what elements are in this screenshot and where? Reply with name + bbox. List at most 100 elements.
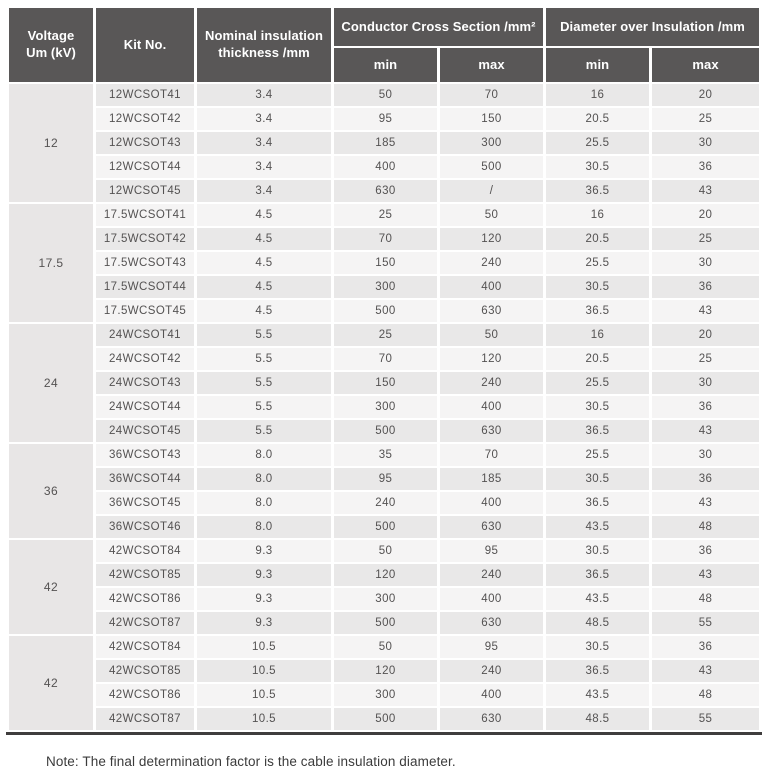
dia-min-cell: 43.5 bbox=[546, 684, 649, 706]
thickness-cell: 3.4 bbox=[197, 108, 331, 130]
kit-no-cell: 17.5WCSOT43 bbox=[96, 252, 194, 274]
table-row: 42WCSOT85 9.3 120 240 36.5 43 bbox=[9, 564, 759, 586]
thickness-cell: 3.4 bbox=[197, 132, 331, 154]
dia-max-cell: 43 bbox=[652, 420, 759, 442]
ccs-min-cell: 95 bbox=[334, 108, 437, 130]
dia-max-cell: 25 bbox=[652, 108, 759, 130]
ccs-max-cell: 630 bbox=[440, 708, 543, 730]
ccs-max-cell: 70 bbox=[440, 84, 543, 106]
dia-max-cell: 43 bbox=[652, 564, 759, 586]
thickness-cell: 8.0 bbox=[197, 468, 331, 490]
dia-max-cell: 20 bbox=[652, 324, 759, 346]
ccs-min-cell: 300 bbox=[334, 396, 437, 418]
dia-min-cell: 25.5 bbox=[546, 132, 649, 154]
ccs-min-cell: 300 bbox=[334, 276, 437, 298]
voltage-group-cell: 42 bbox=[9, 636, 93, 730]
dia-max-cell: 48 bbox=[652, 516, 759, 538]
dia-min-cell: 36.5 bbox=[546, 564, 649, 586]
dia-min-cell: 36.5 bbox=[546, 492, 649, 514]
col-header-ccs-max: max bbox=[440, 48, 543, 82]
table-row: 42WCSOT86 10.5 300 400 43.5 48 bbox=[9, 684, 759, 706]
table-row: 24WCSOT45 5.5 500 630 36.5 43 bbox=[9, 420, 759, 442]
ccs-min-cell: 300 bbox=[334, 588, 437, 610]
table-row: 42WCSOT87 10.5 500 630 48.5 55 bbox=[9, 708, 759, 730]
kit-no-cell: 17.5WCSOT44 bbox=[96, 276, 194, 298]
table-row: 36WCSOT46 8.0 500 630 43.5 48 bbox=[9, 516, 759, 538]
ccs-max-cell: 70 bbox=[440, 444, 543, 466]
kit-no-cell: 17.5WCSOT42 bbox=[96, 228, 194, 250]
table-row: 24 24WCSOT41 5.5 25 50 16 20 bbox=[9, 324, 759, 442]
thickness-cell: 9.3 bbox=[197, 588, 331, 610]
table-row: 24WCSOT42 5.5 70 120 20.5 25 bbox=[9, 348, 759, 370]
kit-no-cell: 12WCSOT41 bbox=[96, 84, 194, 106]
table-row: 24WCSOT44 5.5 300 400 30.5 36 bbox=[9, 396, 759, 418]
dia-min-cell: 36.5 bbox=[546, 660, 649, 682]
table-row: 17.5WCSOT45 4.5 500 630 36.5 43 bbox=[9, 300, 759, 322]
ccs-max-cell: 240 bbox=[440, 564, 543, 586]
table-row: 42WCSOT86 9.3 300 400 43.5 48 bbox=[9, 588, 759, 610]
ccs-max-cell: 120 bbox=[440, 228, 543, 250]
dia-min-cell: 20.5 bbox=[546, 228, 649, 250]
ccs-max-cell: 630 bbox=[440, 612, 543, 634]
ccs-max-cell: 400 bbox=[440, 684, 543, 706]
ccs-min-cell: 50 bbox=[334, 540, 437, 562]
kit-no-cell: 42WCSOT87 bbox=[96, 708, 194, 730]
dia-min-cell: 30.5 bbox=[546, 276, 649, 298]
dia-min-cell: 30.5 bbox=[546, 636, 649, 658]
kit-no-cell: 24WCSOT45 bbox=[96, 420, 194, 442]
dia-min-cell: 20.5 bbox=[546, 108, 649, 130]
table-row: 17.5WCSOT44 4.5 300 400 30.5 36 bbox=[9, 276, 759, 298]
col-header-conductor-cross-section: Conductor Cross Section /mm² bbox=[334, 8, 543, 46]
dia-min-cell: 25.5 bbox=[546, 444, 649, 466]
ccs-min-cell: 630 bbox=[334, 180, 437, 202]
kit-no-cell: 36WCSOT46 bbox=[96, 516, 194, 538]
dia-max-cell: 36 bbox=[652, 396, 759, 418]
thickness-cell: 4.5 bbox=[197, 252, 331, 274]
dia-max-cell: 55 bbox=[652, 612, 759, 634]
table-row: 24WCSOT43 5.5 150 240 25.5 30 bbox=[9, 372, 759, 394]
dia-min-cell: 43.5 bbox=[546, 588, 649, 610]
dia-max-cell: 25 bbox=[652, 348, 759, 370]
col-header-ccs-min: min bbox=[334, 48, 437, 82]
table-row: 12WCSOT45 3.4 630/36.5 43 bbox=[9, 180, 759, 202]
kit-no-cell: 12WCSOT42 bbox=[96, 108, 194, 130]
table-row: 42WCSOT85 10.5 120 240 36.5 43 bbox=[9, 660, 759, 682]
thickness-cell: 5.5 bbox=[197, 396, 331, 418]
voltage-group-cell: 17.5 bbox=[9, 204, 93, 322]
voltage-group-cell: 12 bbox=[9, 84, 93, 202]
dia-max-cell: 36 bbox=[652, 636, 759, 658]
dia-max-cell: 25 bbox=[652, 228, 759, 250]
kit-no-cell: 36WCSOT43 bbox=[96, 444, 194, 466]
kit-no-cell: 24WCSOT42 bbox=[96, 348, 194, 370]
ccs-max-cell: 95 bbox=[440, 540, 543, 562]
kit-no-cell: 42WCSOT87 bbox=[96, 612, 194, 634]
kit-no-cell: 36WCSOT44 bbox=[96, 468, 194, 490]
table-header: Voltage Um (kV) Kit No. Nominal insulati… bbox=[9, 8, 759, 82]
ccs-max-cell: 630 bbox=[440, 516, 543, 538]
ccs-min-cell: 150 bbox=[334, 252, 437, 274]
thickness-cell: 4.5 bbox=[197, 300, 331, 322]
thickness-cell: 9.3 bbox=[197, 564, 331, 586]
table-row: 36WCSOT44 8.0 95 185 30.5 36 bbox=[9, 468, 759, 490]
ccs-max-cell: 500 bbox=[440, 156, 543, 178]
dia-min-cell: 30.5 bbox=[546, 468, 649, 490]
dia-max-cell: 36 bbox=[652, 540, 759, 562]
thickness-cell: 3.4 bbox=[197, 156, 331, 178]
dia-max-cell: 43 bbox=[652, 180, 759, 202]
ccs-min-cell: 35 bbox=[334, 444, 437, 466]
thickness-cell: 8.0 bbox=[197, 444, 331, 466]
kit-no-cell: 42WCSOT84 bbox=[96, 540, 194, 562]
table-row: 36WCSOT45 8.0 240 400 36.5 43 bbox=[9, 492, 759, 514]
ccs-min-cell: 500 bbox=[334, 300, 437, 322]
table-row: 42 42WCSOT84 9.3 50 95 30.5 36 bbox=[9, 540, 759, 634]
ccs-min-cell: 185 bbox=[334, 132, 437, 154]
ccs-max-cell: 300 bbox=[440, 132, 543, 154]
ccs-max-cell: 50 bbox=[440, 324, 543, 346]
ccs-max-cell: 630 bbox=[440, 420, 543, 442]
kit-no-cell: 42WCSOT86 bbox=[96, 684, 194, 706]
dia-max-cell: 20 bbox=[652, 204, 759, 226]
table-row: 17.5WCSOT43 4.5 150 240 25.5 30 bbox=[9, 252, 759, 274]
dia-min-cell: 20.5 bbox=[546, 348, 649, 370]
thickness-cell: 4.5 bbox=[197, 276, 331, 298]
